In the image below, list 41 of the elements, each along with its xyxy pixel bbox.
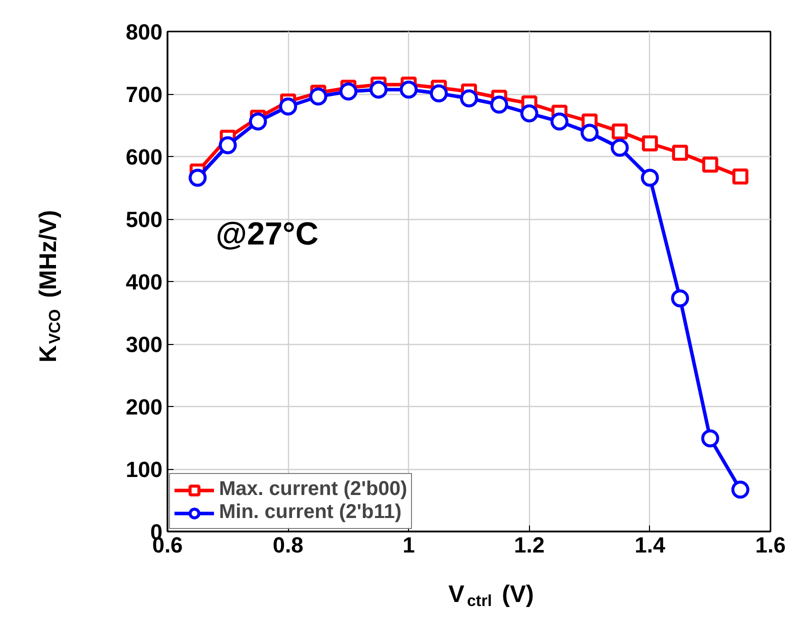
x-tick-label: 1.4 [634,532,666,558]
y-tick-label: 400 [126,270,163,294]
point [672,144,688,161]
point [701,429,720,448]
y-axis-title: KVCO (MHz/V) [35,210,64,363]
y-tick-label: 700 [126,82,163,107]
point [580,124,599,142]
y-tick-label: 800 [126,20,163,44]
x-tick-label: 1 [402,532,415,558]
x-tick-label: 0.8 [272,532,304,558]
point [550,112,568,130]
point [642,135,658,152]
point [400,80,418,99]
point [732,168,748,184]
point [610,138,629,157]
x-tick-label: 1.6 [755,532,786,558]
y-tick-label: 500 [126,207,163,232]
point [520,104,538,122]
point [671,289,690,308]
x-tick-label: 1.2 [514,532,545,558]
point [612,124,628,140]
point [370,80,388,99]
y-tick-label: 100 [126,457,163,482]
y-tick-label: 200 [126,394,163,420]
point [339,82,358,100]
legend-label: Min. current (2'b11) [219,501,402,524]
annotation: @27°C [216,216,318,252]
point [279,98,298,116]
point [188,168,207,187]
legend-label: Max. current (2'b00) [219,478,408,501]
point [218,136,237,154]
point [731,480,750,499]
point [248,112,267,130]
y-tick-label: 300 [126,332,163,357]
point [460,89,478,108]
y-tick-label: 600 [126,144,163,170]
point [309,88,328,106]
point [490,96,508,114]
point [702,156,718,173]
point [640,168,659,187]
point [430,84,448,102]
